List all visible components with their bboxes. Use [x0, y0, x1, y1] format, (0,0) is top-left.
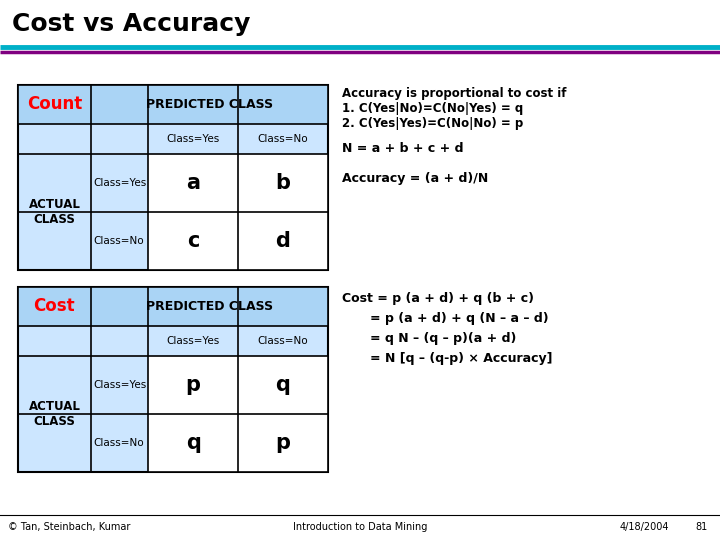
Text: PREDICTED CLASS: PREDICTED CLASS — [146, 300, 273, 313]
Text: Class=Yes: Class=Yes — [94, 178, 147, 188]
Bar — [18, 287, 328, 472]
Bar — [238, 356, 328, 414]
Text: 1. C(Yes|No)=C(No|Yes) = q: 1. C(Yes|No)=C(No|Yes) = q — [342, 102, 523, 115]
Text: 81: 81 — [695, 522, 707, 532]
Text: 4/18/2004: 4/18/2004 — [620, 522, 670, 532]
Text: q: q — [186, 433, 201, 453]
Bar — [238, 154, 328, 212]
Text: a: a — [186, 173, 200, 193]
Text: = p (a + d) + q (N – a – d): = p (a + d) + q (N – a – d) — [370, 312, 549, 325]
Text: N = a + b + c + d: N = a + b + c + d — [342, 142, 464, 155]
Bar — [148, 356, 238, 414]
Text: b: b — [276, 173, 291, 193]
Text: Accuracy is proportional to cost if: Accuracy is proportional to cost if — [342, 87, 567, 100]
Text: ACTUAL
CLASS: ACTUAL CLASS — [29, 198, 81, 226]
Text: ACTUAL
CLASS: ACTUAL CLASS — [29, 400, 81, 428]
Bar — [148, 414, 238, 472]
Text: Count: Count — [27, 96, 82, 113]
Text: d: d — [276, 231, 290, 251]
Text: c: c — [187, 231, 199, 251]
Text: © Tan, Steinbach, Kumar: © Tan, Steinbach, Kumar — [8, 522, 130, 532]
Text: p: p — [276, 433, 291, 453]
Bar — [238, 212, 328, 270]
Text: 2. C(Yes|Yes)=C(No|No) = p: 2. C(Yes|Yes)=C(No|No) = p — [342, 117, 523, 130]
Text: q: q — [276, 375, 290, 395]
Text: Cost: Cost — [34, 298, 75, 315]
Text: Class=Yes: Class=Yes — [94, 380, 147, 390]
Text: p: p — [186, 375, 201, 395]
Text: PREDICTED CLASS: PREDICTED CLASS — [146, 98, 273, 111]
Text: Introduction to Data Mining: Introduction to Data Mining — [293, 522, 427, 532]
Bar — [18, 85, 328, 270]
Text: Class=Yes: Class=Yes — [166, 336, 220, 346]
Text: Accuracy = (a + d)/N: Accuracy = (a + d)/N — [342, 172, 488, 185]
Bar — [148, 212, 238, 270]
Bar — [148, 154, 238, 212]
Text: = N [q – (q-p) × Accuracy]: = N [q – (q-p) × Accuracy] — [370, 352, 552, 365]
Text: Class=No: Class=No — [94, 236, 145, 246]
Text: Class=No: Class=No — [258, 336, 308, 346]
Text: Class=No: Class=No — [94, 438, 145, 448]
Text: Cost = p (a + d) + q (b + c): Cost = p (a + d) + q (b + c) — [342, 292, 534, 305]
Bar — [18, 287, 328, 326]
Bar — [18, 85, 328, 124]
Text: = q N – (q – p)(a + d): = q N – (q – p)(a + d) — [370, 332, 516, 345]
Text: Cost vs Accuracy: Cost vs Accuracy — [12, 12, 251, 36]
Text: Class=No: Class=No — [258, 134, 308, 144]
Bar — [238, 414, 328, 472]
Text: Class=Yes: Class=Yes — [166, 134, 220, 144]
